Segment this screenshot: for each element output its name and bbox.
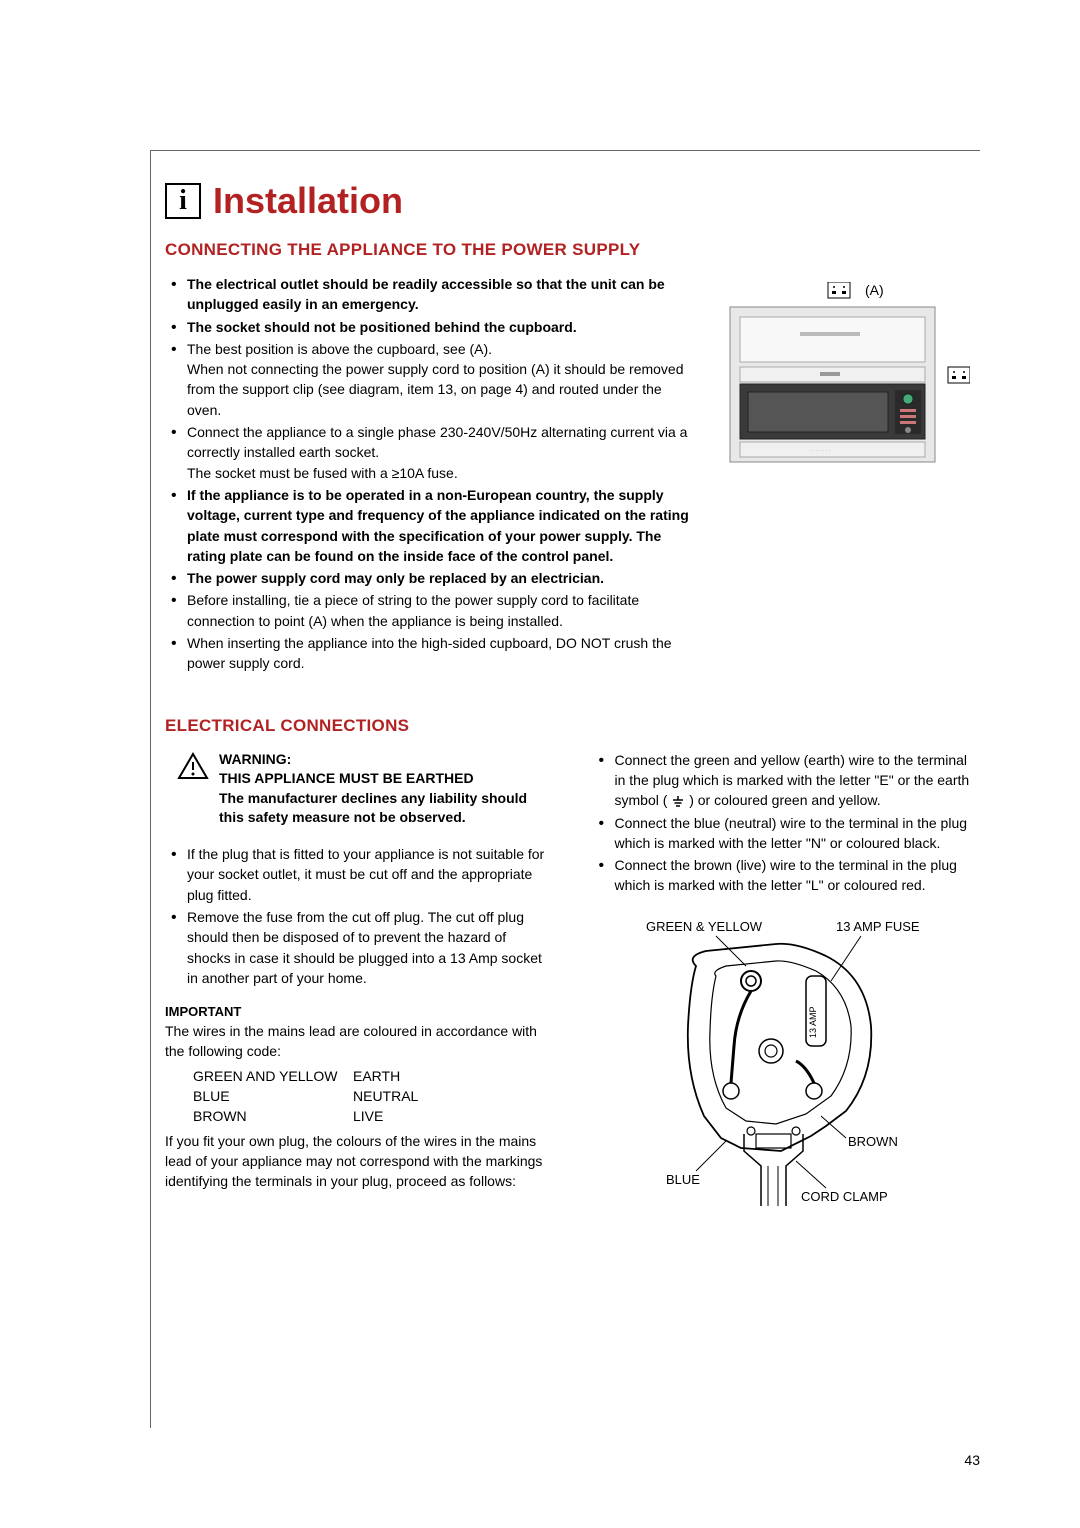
main-title: Installation <box>213 180 403 222</box>
table-row: BROWN LIVE <box>193 1106 553 1126</box>
section2-body: WARNING: THIS APPLIANCE MUST BE EARTHED … <box>165 750 980 1221</box>
list-item: The power supply cord may only be replac… <box>165 568 690 588</box>
section2-left-col: WARNING: THIS APPLIANCE MUST BE EARTHED … <box>165 750 553 1221</box>
wire-color-table: GREEN AND YELLOW EARTH BLUE NEUTRAL BROW… <box>193 1066 553 1127</box>
list-item: If the appliance is to be operated in a … <box>165 485 690 566</box>
wire-intro: The wires in the mains lead are coloured… <box>165 1021 553 1062</box>
bullet-text: Connect the blue (neutral) wire to the t… <box>615 815 968 851</box>
bullet-text: The socket should not be positioned behi… <box>187 319 577 335</box>
warning-label: WARNING: <box>219 751 291 767</box>
section2-right-list: Connect the green and yellow (earth) wir… <box>593 750 981 896</box>
label-clamp: CORD CLAMP <box>801 1189 888 1204</box>
warning-block: WARNING: THIS APPLIANCE MUST BE EARTHED … <box>165 750 553 828</box>
wire-function: EARTH <box>353 1066 400 1086</box>
section1-list: The electrical outlet should be readily … <box>165 274 690 674</box>
bullet-text-part: ) or coloured green and yellow. <box>689 792 880 808</box>
section1-text: The electrical outlet should be readily … <box>165 274 690 676</box>
bullet-text: Connect the brown (live) wire to the ter… <box>615 857 957 893</box>
page-number: 43 <box>964 1452 980 1468</box>
title-row: i Installation <box>165 180 980 222</box>
bullet-text: The socket must be fused with a ≥10A fus… <box>187 463 690 483</box>
warning-line1: THIS APPLIANCE MUST BE EARTHED <box>219 770 474 786</box>
list-item: Before installing, tie a piece of string… <box>165 590 690 631</box>
plug-illustration: GREEN & YELLOW 13 AMP FUSE BLUE BROWN CO… <box>626 916 946 1216</box>
bullet-text: If the appliance is to be operated in a … <box>187 487 689 564</box>
label-amp: 13 AMP <box>808 1006 818 1038</box>
wire-outro: If you fit your own plug, the colours of… <box>165 1131 553 1192</box>
list-item: Connect the blue (neutral) wire to the t… <box>593 813 981 854</box>
svg-text:· · · · · · ·: · · · · · · · <box>810 448 830 454</box>
list-item: The best position is above the cupboard,… <box>165 339 690 420</box>
wire-color: GREEN AND YELLOW <box>193 1066 353 1086</box>
cupboard-illustration: · · · · · · · <box>710 282 970 472</box>
bullet-text: When inserting the appliance into the hi… <box>187 635 672 671</box>
section1-body: The electrical outlet should be readily … <box>165 274 980 676</box>
bullet-text: Connect the appliance to a single phase … <box>187 422 690 463</box>
important-label: IMPORTANT <box>165 1004 553 1019</box>
bullet-text: The power supply cord may only be replac… <box>187 570 604 586</box>
bullet-text: Before installing, tie a piece of string… <box>187 592 639 628</box>
wire-color: BROWN <box>193 1106 353 1126</box>
page-border-left <box>150 150 151 1428</box>
diagram-label-a: (A) <box>865 282 884 298</box>
section1-heading: CONNECTING THE APPLIANCE TO THE POWER SU… <box>165 240 980 260</box>
warning-text: WARNING: THIS APPLIANCE MUST BE EARTHED … <box>219 750 553 828</box>
list-item: The electrical outlet should be readily … <box>165 274 690 315</box>
list-item: Connect the appliance to a single phase … <box>165 422 690 483</box>
label-fuse: 13 AMP FUSE <box>836 919 920 934</box>
page-content: i Installation CONNECTING THE APPLIANCE … <box>165 180 980 1221</box>
list-item: Connect the brown (live) wire to the ter… <box>593 855 981 896</box>
appliance-diagram: (A) <box>710 282 970 477</box>
plug-wiring-diagram: GREEN & YELLOW 13 AMP FUSE BLUE BROWN CO… <box>593 916 981 1221</box>
earth-symbol-icon <box>671 795 685 809</box>
table-row: GREEN AND YELLOW EARTH <box>193 1066 553 1086</box>
table-row: BLUE NEUTRAL <box>193 1086 553 1106</box>
section2-left-list: If the plug that is fitted to your appli… <box>165 844 553 988</box>
list-item: The socket should not be positioned behi… <box>165 317 690 337</box>
bullet-text: Remove the fuse from the cut off plug. T… <box>187 909 542 986</box>
page-border-top <box>150 150 980 151</box>
list-item: Connect the green and yellow (earth) wir… <box>593 750 981 811</box>
wire-function: NEUTRAL <box>353 1086 418 1106</box>
section2-right-col: Connect the green and yellow (earth) wir… <box>593 750 981 1221</box>
info-icon: i <box>165 183 201 219</box>
warning-line2: The manufacturer declines any liability … <box>219 790 527 826</box>
appliance-diagram-container: (A) <box>710 274 980 676</box>
list-item: Remove the fuse from the cut off plug. T… <box>165 907 553 988</box>
bullet-text: If the plug that is fitted to your appli… <box>187 846 544 903</box>
section2-heading: ELECTRICAL CONNECTIONS <box>165 716 980 736</box>
wire-color: BLUE <box>193 1086 353 1106</box>
warning-triangle-icon <box>177 752 209 780</box>
bullet-text: When not connecting the power supply cor… <box>187 359 690 420</box>
bullet-text: The best position is above the cupboard,… <box>187 339 690 359</box>
label-brown: BROWN <box>848 1134 898 1149</box>
list-item: If the plug that is fitted to your appli… <box>165 844 553 905</box>
list-item: When inserting the appliance into the hi… <box>165 633 690 674</box>
label-gy: GREEN & YELLOW <box>646 919 763 934</box>
wire-function: LIVE <box>353 1106 383 1126</box>
label-blue: BLUE <box>666 1172 700 1187</box>
bullet-text: The electrical outlet should be readily … <box>187 276 665 312</box>
